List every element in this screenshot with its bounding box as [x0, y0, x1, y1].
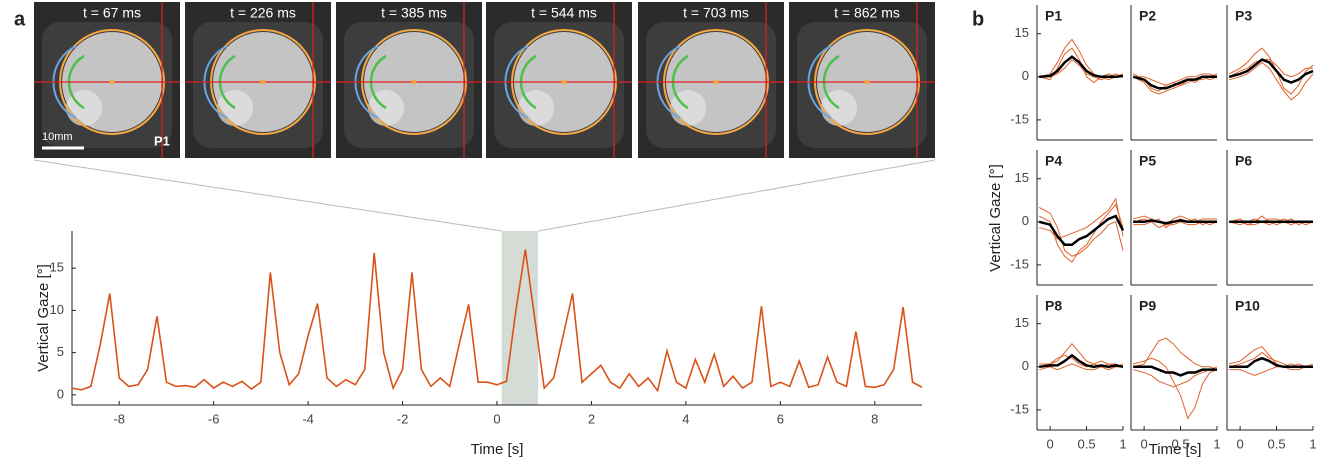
y-tick-label: -15	[1010, 401, 1029, 416]
zoom-line	[33, 159, 503, 232]
y-axis-label: Vertical Gaze [°]	[35, 264, 52, 372]
y-tick-label: -15	[1010, 111, 1029, 126]
y-tick-label: 0	[57, 386, 64, 401]
data-line	[1229, 61, 1314, 101]
data-line	[1229, 366, 1313, 376]
x-tick-label: 2	[588, 411, 595, 426]
x-tick-label: 1	[1213, 436, 1220, 451]
data-line	[1133, 366, 1218, 388]
panel-title: P8	[1045, 298, 1062, 314]
center-dot	[109, 79, 115, 85]
y-tick-label: 15	[1015, 315, 1029, 330]
data-line	[1039, 353, 1124, 369]
center-dot	[864, 79, 870, 85]
frame-label: t = 67 ms	[83, 5, 141, 21]
y-axis-label: Vertical Gaze [°]	[987, 164, 1004, 272]
x-tick-label: 8	[871, 411, 878, 426]
x-tick-label: 6	[777, 411, 784, 426]
y-tick-label: 0	[1022, 68, 1029, 83]
y-tick-label: 15	[50, 260, 64, 275]
data-line	[1133, 357, 1218, 420]
data-line	[1039, 363, 1123, 371]
data-line	[1228, 58, 1314, 84]
panel-label: b	[972, 8, 984, 30]
data-line	[1133, 73, 1218, 86]
panel-title: P5	[1139, 153, 1156, 169]
y-tick-label: 15	[1015, 25, 1029, 40]
data-line	[1039, 38, 1124, 81]
x-tick-label: 1	[1119, 436, 1126, 451]
panel-title: P4	[1045, 153, 1062, 169]
data-line	[1039, 55, 1124, 79]
data-line	[1229, 215, 1313, 226]
x-tick-label: 0	[1141, 436, 1148, 451]
x-tick-label: -8	[113, 411, 125, 426]
frame-label: t = 703 ms	[683, 5, 749, 21]
x-tick-label: 0.5	[1268, 436, 1286, 451]
frame-label: t = 226 ms	[230, 5, 296, 21]
x-tick-label: 1	[1309, 436, 1316, 451]
panel-title: P3	[1235, 8, 1252, 24]
y-tick-label: 0	[1022, 358, 1029, 373]
data-line	[1038, 203, 1124, 263]
data-line	[1132, 75, 1217, 90]
data-line	[1039, 197, 1124, 240]
x-tick-label: 0	[493, 411, 500, 426]
x-axis-label: Time [s]	[471, 441, 524, 458]
x-tick-label: -6	[208, 411, 220, 426]
panel-title: P10	[1235, 298, 1260, 314]
data-line	[1133, 215, 1217, 226]
frame-label: t = 385 ms	[381, 5, 447, 21]
y-tick-label: 0	[1022, 213, 1029, 228]
x-tick-label: -4	[302, 411, 314, 426]
data-line	[1133, 365, 1217, 377]
data-line	[1229, 351, 1313, 368]
y-tick-label: 15	[1015, 170, 1029, 185]
data-line	[1133, 337, 1218, 371]
data-line	[1229, 356, 1313, 369]
data-line	[71, 249, 923, 393]
data-line	[1039, 354, 1124, 368]
center-dot	[260, 79, 266, 85]
panel-label: a	[14, 8, 26, 30]
x-tick-label: 0	[1047, 436, 1054, 451]
panel-title: P9	[1139, 298, 1156, 314]
data-line	[1038, 207, 1124, 257]
y-tick-label: -15	[1010, 256, 1029, 271]
frame-label: t = 544 ms	[531, 5, 597, 21]
panel-title: P1	[1045, 8, 1062, 24]
data-line	[1132, 73, 1218, 95]
center-dot	[561, 79, 567, 85]
data-line	[1038, 214, 1125, 247]
y-tick-label: 10	[50, 302, 64, 317]
x-tick-label: 0	[1237, 436, 1244, 451]
y-tick-label: 5	[57, 344, 64, 359]
data-line	[1133, 219, 1217, 225]
panel-title: P2	[1139, 8, 1156, 24]
center-dot	[411, 79, 417, 85]
x-tick-label: -2	[397, 411, 409, 426]
zoom-line	[537, 159, 936, 232]
x-axis-label: Time [s]	[1149, 441, 1202, 458]
participant-label: P1	[154, 133, 170, 148]
frame-label: t = 862 ms	[834, 5, 900, 21]
x-tick-label: 0.5	[1172, 436, 1190, 451]
panel-title: P6	[1235, 153, 1252, 169]
x-tick-label: 0.5	[1078, 436, 1096, 451]
data-line	[1228, 59, 1313, 78]
center-dot	[713, 79, 719, 85]
x-tick-label: 4	[682, 411, 689, 426]
data-line	[1228, 47, 1314, 95]
scale-label: 10mm	[42, 131, 73, 143]
